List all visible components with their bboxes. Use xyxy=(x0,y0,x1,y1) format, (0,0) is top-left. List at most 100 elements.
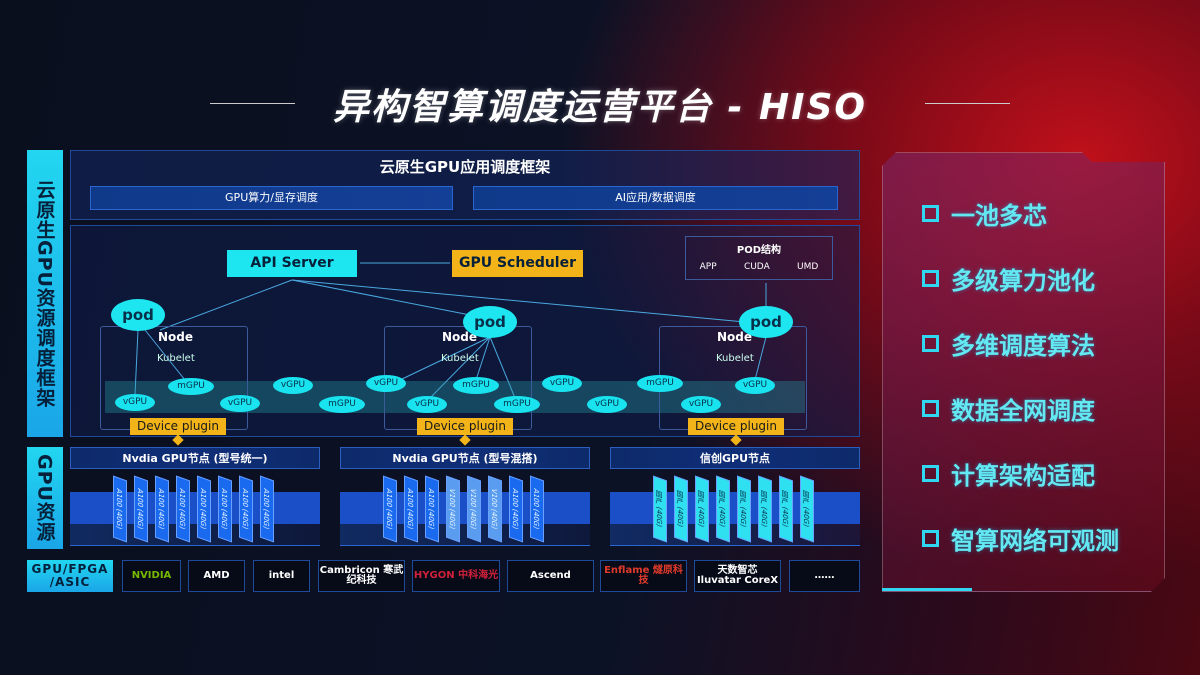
gpu-node-platform xyxy=(70,524,320,546)
kubelet-label: Kubelet xyxy=(716,353,754,364)
gpu-chip: A100 (40G) xyxy=(218,475,232,543)
feature-item: 多维调度算法 xyxy=(922,326,1095,361)
gpu-chip: 国产 (40G) xyxy=(653,475,667,543)
virtual-gpu-mgpu: mGPU xyxy=(637,375,683,392)
gpu-chip: 国产 (40G) xyxy=(800,475,814,543)
device-plugin-box: Device plugin xyxy=(130,418,226,435)
resources-side-label: GPU资源 xyxy=(27,447,63,549)
gpu-chip: 国产 (40G) xyxy=(674,475,688,543)
chip-types-label: GPU/FPGA /ASIC xyxy=(27,560,113,592)
checkbox-icon xyxy=(922,465,939,482)
framework-side-label: 云原生GPU资源调度框架 xyxy=(27,150,63,437)
feature-item: 数据全网调度 xyxy=(922,391,1095,426)
gpu-node-base xyxy=(340,492,590,524)
gpu-chip: A100 (40G) xyxy=(239,475,253,543)
virtual-gpu-vgpu: vGPU xyxy=(735,377,775,394)
virtual-gpu-vgpu: vGPU xyxy=(542,375,582,392)
gpu-chip: A100 (40G) xyxy=(176,475,190,543)
framework-title: 云原生GPU应用调度框架 xyxy=(379,158,551,176)
vendor-logo-1: AMD xyxy=(188,560,245,592)
virtual-gpu-vgpu: vGPU xyxy=(220,395,260,412)
pod-ellipse: pod xyxy=(111,299,165,331)
virtual-gpu-mgpu: mGPU xyxy=(494,396,540,413)
node-label: Node xyxy=(158,330,194,344)
gpu-node-base xyxy=(70,492,320,524)
gpu-chip: 国产 (40G) xyxy=(695,475,709,543)
node-label: Node xyxy=(717,330,753,344)
gpu-chip: A100 (40G) xyxy=(260,475,274,543)
gpu-node-header: Nvdia GPU节点 (型号统一) xyxy=(70,447,320,469)
kubelet-label: Kubelet xyxy=(441,353,479,364)
device-plugin-box: Device plugin xyxy=(417,418,513,435)
feature-item: 一池多芯 xyxy=(922,196,1047,231)
features-panel xyxy=(882,152,1165,592)
gpu-node-header: Nvdia GPU节点 (型号混搭) xyxy=(340,447,590,469)
gpu-chip: A100 (40G) xyxy=(155,475,169,543)
gpu-chip: A100 (40G) xyxy=(197,475,211,543)
gpu-chip: V100 (40G) xyxy=(467,475,481,543)
vendor-logo-7: 天数智芯 Iluvatar CoreX xyxy=(694,560,781,592)
device-plugin-box: Device plugin xyxy=(688,418,784,435)
feature-label: 多维调度算法 xyxy=(951,332,1095,360)
pod-structure-title: POD结构 xyxy=(736,245,782,256)
feature-item: 计算架构适配 xyxy=(922,456,1095,491)
vendor-logo-3: Cambricon 寒武纪科技 xyxy=(318,560,405,592)
virtual-gpu-vgpu: vGPU xyxy=(407,396,447,413)
virtual-gpu-vgpu: vGPU xyxy=(115,394,155,411)
vendor-logo-5: Ascend xyxy=(507,560,594,592)
vendor-logo-0: NVIDIA xyxy=(122,560,181,592)
checkbox-icon xyxy=(922,335,939,352)
node-label: Node xyxy=(442,330,478,344)
feature-label: 计算架构适配 xyxy=(951,462,1095,490)
gpu-node-platform xyxy=(610,524,860,546)
feature-label: 一池多芯 xyxy=(951,202,1047,230)
feature-item: 多级算力池化 xyxy=(922,261,1095,296)
feature-item: 智算网络可观测 xyxy=(922,521,1119,556)
gpu-chip: 国产 (40G) xyxy=(737,475,751,543)
gpu-chip: A100 (40G) xyxy=(509,475,523,543)
gpu-node-base xyxy=(610,492,860,524)
checkbox-icon xyxy=(922,530,939,547)
checkbox-icon xyxy=(922,270,939,287)
gpu-chip: 国产 (40G) xyxy=(779,475,793,543)
gpu-chip: 国产 (40G) xyxy=(758,475,772,543)
pod-item-umd: UMD xyxy=(797,262,819,272)
pod-ellipse: pod xyxy=(739,306,793,338)
virtual-gpu-mgpu: mGPU xyxy=(168,378,214,395)
pod-structure-box: POD结构 APP CUDA UMD xyxy=(685,236,833,280)
title-line-left xyxy=(210,103,295,104)
pod-item-cuda: CUDA xyxy=(743,262,770,272)
ai-data-scheduling-bar: AI应用/数据调度 xyxy=(473,186,838,210)
feature-label: 智算网络可观测 xyxy=(951,527,1119,555)
gpu-chip: A100 (40G) xyxy=(404,475,418,543)
checkbox-icon xyxy=(922,205,939,222)
feature-label: 多级算力池化 xyxy=(951,267,1095,295)
gpu-memory-scheduling-bar: GPU算力/显存调度 xyxy=(90,186,453,210)
virtual-gpu-mgpu: mGPU xyxy=(453,377,499,394)
title-line-right xyxy=(925,103,1010,104)
gpu-chip: 国产 (40G) xyxy=(716,475,730,543)
gpu-chip: A100 (40G) xyxy=(530,475,544,543)
api-server-box: API Server xyxy=(227,250,357,277)
gpu-node-header: 信创GPU节点 xyxy=(610,447,860,469)
kubelet-label: Kubelet xyxy=(157,353,195,364)
pod-ellipse: pod xyxy=(463,306,517,338)
gpu-chip: A100 (40G) xyxy=(425,475,439,543)
gpu-chip: V100 (40G) xyxy=(446,475,460,543)
vendor-logo-4: HYGON 中科海光 xyxy=(412,560,500,592)
gpu-chip: A100 (40G) xyxy=(113,475,127,543)
page-title: 异构智算调度运营平台 - HISO xyxy=(332,87,868,128)
vendor-logo-2: intel xyxy=(253,560,310,592)
virtual-gpu-vgpu: vGPU xyxy=(366,375,406,392)
virtual-gpu-vgpu: vGPU xyxy=(273,377,313,394)
pod-item-app: APP xyxy=(699,262,717,272)
gpu-scheduler-box: GPU Scheduler xyxy=(452,250,583,277)
gpu-chip: A100 (40G) xyxy=(383,475,397,543)
panel-accent xyxy=(882,588,972,591)
gpu-chip: A100 (40G) xyxy=(134,475,148,543)
vendor-logo-6: Enflame 燧原科技 xyxy=(600,560,687,592)
virtual-gpu-vgpu: vGPU xyxy=(681,396,721,413)
feature-label: 数据全网调度 xyxy=(951,397,1095,425)
gpu-node-platform xyxy=(340,524,590,546)
